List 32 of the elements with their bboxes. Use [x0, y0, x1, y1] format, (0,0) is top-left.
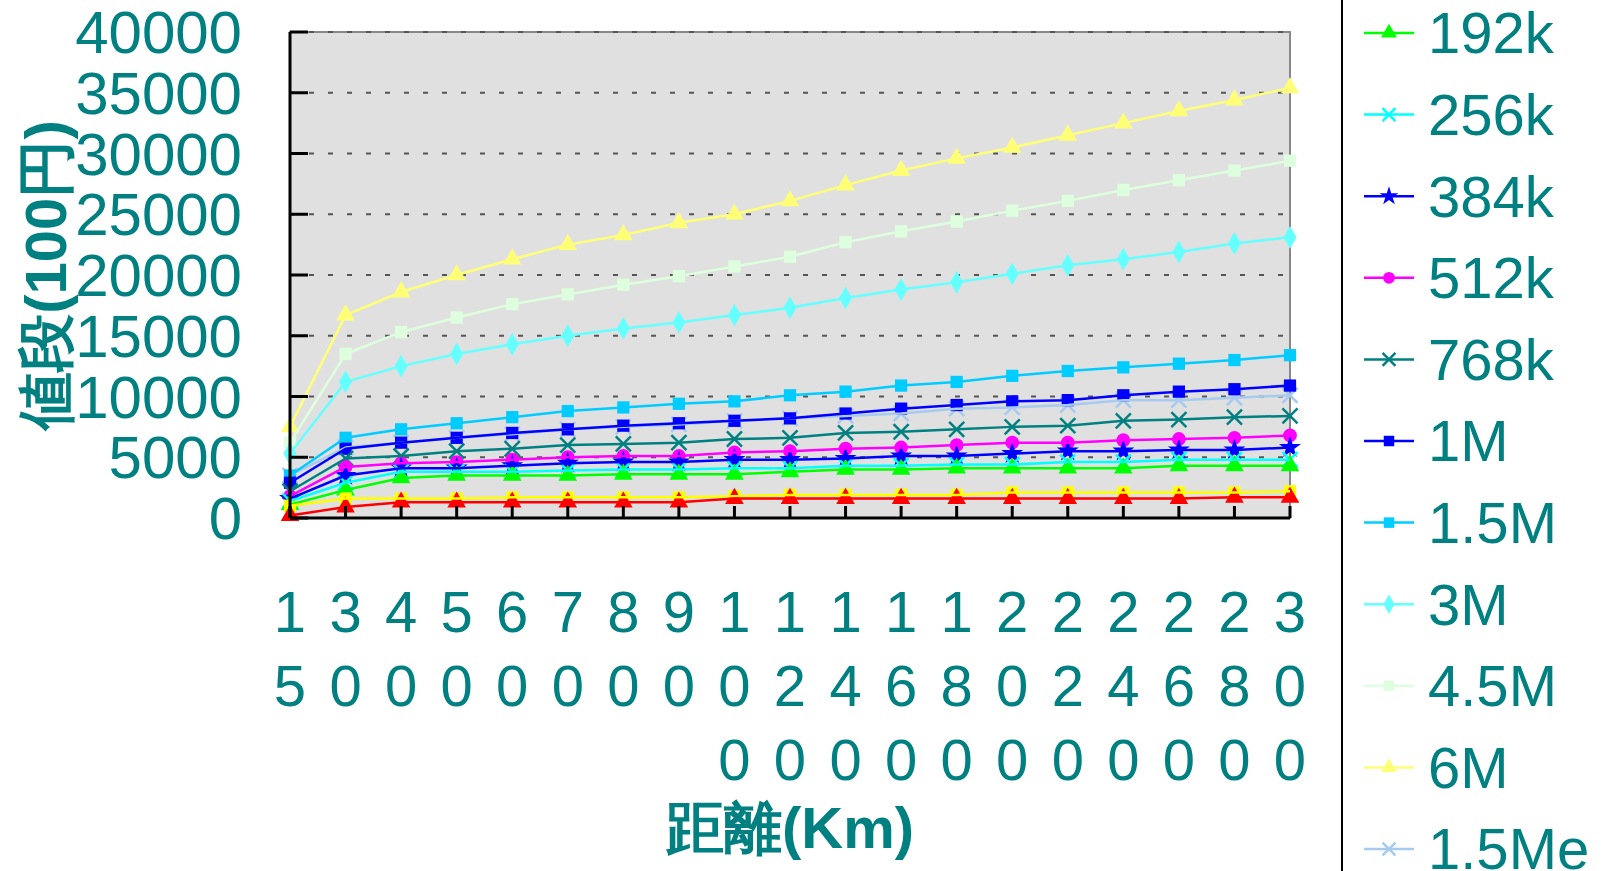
legend-label: 1.5Me — [1428, 816, 1590, 871]
x-tick-label: 260 — [1162, 579, 1196, 793]
legend-label: 768k — [1428, 326, 1555, 392]
x-tick-label: 30 — [329, 579, 362, 719]
x-tick-label: 60 — [496, 579, 529, 719]
x-tick-label: 180 — [940, 579, 973, 793]
x-tick-label: 220 — [1051, 579, 1084, 793]
x-tick-label: 240 — [1107, 579, 1140, 793]
x-tick-label: 40 — [384, 579, 418, 719]
legend-label: 3M — [1428, 571, 1509, 637]
legend-label: 192k — [1428, 0, 1555, 66]
x-tick-label: 160 — [884, 579, 918, 793]
x-tick-label: 280 — [1218, 579, 1251, 793]
x-tick-label: 140 — [829, 579, 862, 793]
x-tick-label: 80 — [607, 579, 640, 719]
x-tick-label: 300 — [1273, 579, 1307, 793]
x-tick-label: 100 — [718, 579, 751, 793]
x-tick-label: 120 — [773, 579, 807, 793]
legend-label: 512k — [1428, 245, 1555, 311]
legend-label: 4.5M — [1428, 653, 1557, 719]
legend-label: 1.5M — [1428, 489, 1557, 555]
legend-label: 384k — [1428, 163, 1555, 229]
x-tick-label: 90 — [662, 579, 696, 719]
legend-label: 1M — [1428, 408, 1509, 474]
legend-label: 6M — [1428, 734, 1509, 800]
legend-label: 256k — [1428, 81, 1555, 147]
x-tick-label: 200 — [996, 579, 1029, 793]
x-tick-label: 50 — [440, 579, 473, 719]
x-tick-label: 70 — [551, 579, 584, 719]
x-tick-label: 15 — [273, 579, 307, 719]
x-axis-title: 距離(Km) — [664, 795, 915, 861]
y-tick-label: 25000 — [75, 181, 242, 249]
